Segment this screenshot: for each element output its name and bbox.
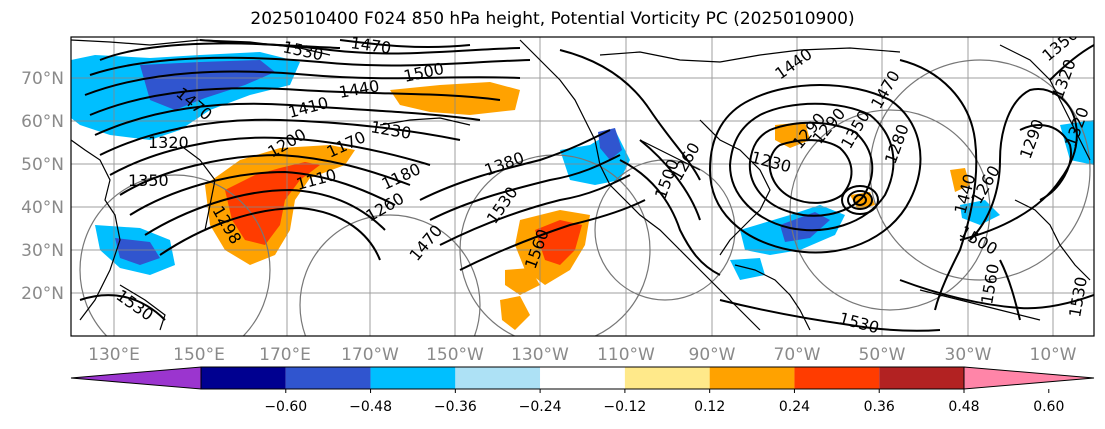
colorbar-tick-label: −0.60 [264, 399, 307, 415]
pv-region-subtropical-orange [505, 268, 540, 295]
colorbar-tick-label: −0.36 [434, 399, 477, 415]
pv-region-north-pacific-red [225, 162, 320, 245]
pv-region-east-pacific-red [535, 220, 582, 265]
latitude-axis: 70°N 60°N 50°N 40°N 30°N 20°N [21, 69, 64, 304]
lon-label: 170°E [259, 345, 311, 365]
pv-region-west-africa-orange [950, 168, 970, 192]
lon-label: 130°W [511, 345, 569, 365]
lon-label: 50°W [859, 345, 906, 365]
lat-label: 50°N [21, 155, 64, 175]
map-title: 2025010400 F024 850 hPa height, Potentia… [250, 9, 855, 29]
colorbar-bin [879, 367, 964, 389]
colorbar-bin [285, 367, 371, 389]
map-frame [70, 36, 1095, 337]
lon-label: 110°W [597, 345, 655, 365]
colorbar-tick-label: 0.60 [1033, 399, 1064, 415]
colorbar-tick-label: −0.48 [349, 399, 392, 415]
lon-label: 30°W [945, 345, 992, 365]
lat-label: 20°N [21, 284, 64, 304]
lat-label: 30°N [21, 241, 64, 261]
lon-label: 130°E [88, 345, 140, 365]
colorbar-tick-label: 0.36 [864, 399, 895, 415]
lat-label: 40°N [21, 198, 64, 218]
lon-label: 90°W [689, 345, 736, 365]
lat-label: 60°N [21, 112, 64, 132]
lat-label: 70°N [21, 69, 64, 89]
colorbar-tick-label: 0.48 [948, 399, 979, 415]
pv-region-caribbean-blue [730, 258, 765, 280]
height-contours [79, 39, 1094, 332]
contour-label: 1320 [148, 133, 189, 152]
colorbar-tick-label: 0.24 [779, 399, 810, 415]
lon-label: 10°W [1030, 345, 1077, 365]
map-panel: 1530 1470 1470 1500 1440 1410 1230 1320 … [71, 33, 1094, 336]
colorbar-bin [624, 367, 710, 389]
colorbar-bin [201, 367, 286, 389]
contour-label: 1470 [349, 33, 392, 57]
pv-region-mexico-orange [500, 296, 530, 330]
colorbar-outline [200, 366, 965, 390]
contour-label: 1350 [128, 171, 169, 190]
colorbar-tick-label: −0.24 [519, 399, 562, 415]
colorbar-extend-low [70, 366, 202, 390]
colorbar-tick-label: 0.12 [694, 399, 725, 415]
pv-region-hudson-orange [775, 122, 810, 148]
lon-label: 70°W [774, 345, 821, 365]
lon-label: 150°E [173, 345, 225, 365]
colorbar-tick-label: −0.12 [603, 399, 646, 415]
colorbar-extend-high [963, 366, 1095, 390]
lon-label: 150°W [426, 345, 484, 365]
colorbar-bin [370, 367, 456, 389]
colorbar: −0.60 −0.48 −0.36 −0.24 −0.12 0.12 0.24 0.36 0.4… [70, 366, 1095, 415]
colorbar-bin [455, 367, 541, 389]
lon-label: 170°W [341, 345, 399, 365]
longitude-axis: 130°E 150°E 170°E 170°W 150°W 130°W 110°… [88, 345, 1077, 365]
pv-region-east-asia-core [115, 238, 160, 265]
colorbar-bin [794, 367, 880, 389]
pv-region-rockies-core [598, 128, 622, 160]
colorbar-bin [709, 367, 795, 389]
colorbar-bin [540, 367, 625, 389]
